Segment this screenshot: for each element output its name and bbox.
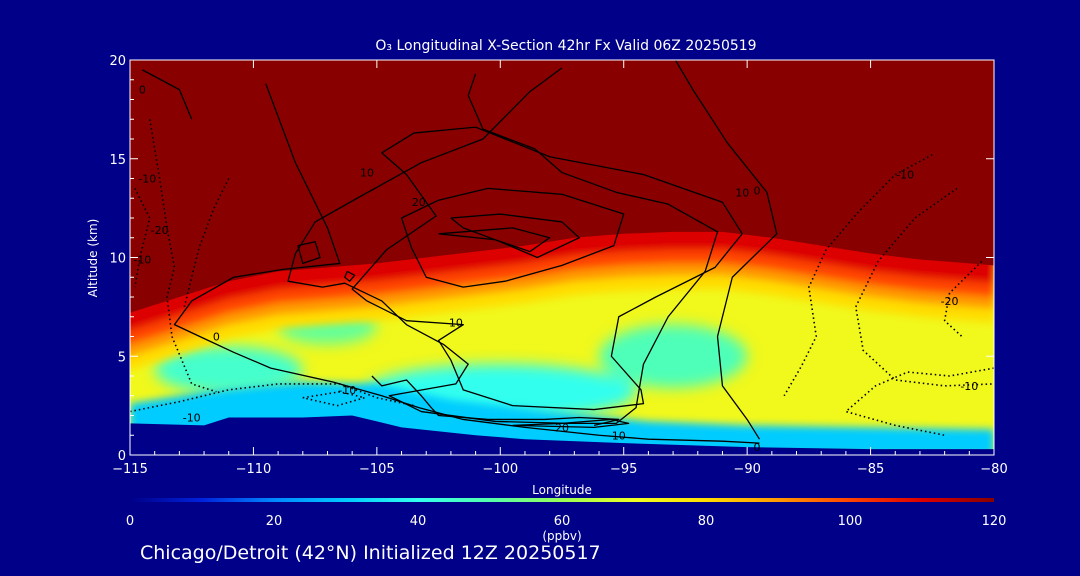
caption: Chicago/Detroit (42°N) Initialized 12Z 2… <box>140 542 601 564</box>
chart-title: O₃ Longitudinal X-Section 42hr Fx Valid … <box>375 38 756 54</box>
contour-line <box>450 213 580 259</box>
contour-layer <box>130 60 994 444</box>
x-tick-label: −100 <box>482 462 518 477</box>
colorbar-unit-label: (ppbv) <box>542 529 581 543</box>
contour-label: 20 <box>555 421 569 434</box>
colorbar-ticks: 0 20 40 60 80 100 120 <box>126 514 1007 529</box>
y-tick-label: 20 <box>109 54 126 69</box>
contour-label: 0 <box>213 331 220 344</box>
terrain-fill <box>130 415 994 455</box>
contour-line <box>142 69 193 120</box>
contour-line <box>351 126 743 411</box>
contour-label: -20 <box>941 295 959 308</box>
colorbar-tick-label: 40 <box>410 514 427 529</box>
x-tick-label: −115 <box>112 462 148 477</box>
contour-line <box>344 270 356 282</box>
contour-label: 0 <box>754 184 761 197</box>
x-tick-label: −105 <box>359 462 395 477</box>
x-tick-label: −85 <box>857 462 884 477</box>
low-ozone-region <box>599 324 748 388</box>
contour-line <box>297 241 321 265</box>
contour-line <box>130 383 415 413</box>
contour-label: 0 <box>754 441 761 454</box>
y-tick-label: 10 <box>109 252 126 267</box>
colorbar-tick-label: 0 <box>126 514 134 529</box>
contour-line <box>674 60 778 440</box>
contour-label: 0 <box>139 84 146 97</box>
colorbar-tick-label: 20 <box>266 514 283 529</box>
ozone-fill-layer <box>130 60 994 455</box>
contour-line <box>943 260 983 338</box>
x-tick-label: −90 <box>733 462 760 477</box>
x-tick-label: −110 <box>236 462 272 477</box>
x-axis-label: Longitude <box>532 483 592 497</box>
x-tick-label: −80 <box>980 462 1007 477</box>
contour-line <box>438 227 551 253</box>
contour-label: 10 <box>612 429 626 442</box>
colorbar-tick-label: 80 <box>698 514 715 529</box>
contour-label: 10 <box>449 317 463 330</box>
contour-label: 10 <box>360 167 374 180</box>
contour-label: -20 <box>151 224 169 237</box>
contour-line <box>148 119 217 393</box>
contour-label: -10 <box>338 384 356 397</box>
contour-label: -10 <box>138 173 156 186</box>
contour-label: -10 <box>896 169 914 182</box>
contour-label: -10 <box>960 380 978 393</box>
contour-line <box>371 375 620 427</box>
contour-line <box>400 187 625 288</box>
contour-line <box>173 83 760 444</box>
colorbar-tick-label: 60 <box>554 514 571 529</box>
contour-label: 20 <box>412 196 426 209</box>
x-tick-label: −95 <box>610 462 637 477</box>
contour-label: -10 <box>133 253 151 266</box>
y-axis: 0 5 10 15 20 <box>109 54 994 464</box>
colorbar-tick-label: 120 <box>982 514 1007 529</box>
stratosphere-fill <box>130 60 994 313</box>
colorbar-tick-label: 100 <box>838 514 863 529</box>
contour-label: -10 <box>183 411 201 424</box>
contour-line <box>287 67 719 425</box>
y-tick-label: 5 <box>118 350 126 365</box>
contour-line <box>512 418 630 428</box>
contour-label-layer: 0 0 10 10 10 20 0 10 20 -10 -10 -10 -20 -10 -10 -20 -10 0 <box>133 84 978 454</box>
y-tick-label: 15 <box>109 153 126 168</box>
colorbar <box>130 498 994 502</box>
y-tick-label: 0 <box>118 449 126 464</box>
plot-area: 0 0 10 10 10 20 0 10 20 -10 -10 -10 -20 -10 -10 -20 -10 0 <box>130 60 994 455</box>
x-axis: −115 −110 −105 −100 −95 −90 −85 −80 <box>112 60 1008 477</box>
y-axis-label: Altitude (km) <box>86 219 100 298</box>
contour-line <box>783 154 933 397</box>
contour-line <box>845 367 994 437</box>
contour-label: 10 <box>735 186 749 199</box>
contour-line <box>854 187 994 387</box>
